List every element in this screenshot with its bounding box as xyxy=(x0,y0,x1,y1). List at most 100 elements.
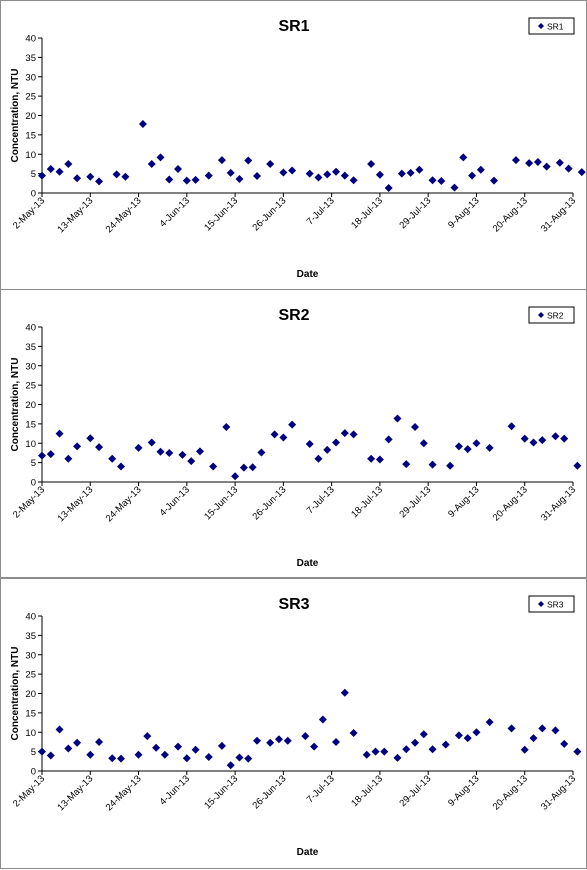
data-point xyxy=(217,156,226,165)
data-point xyxy=(288,420,297,429)
data-point xyxy=(375,455,384,464)
data-point xyxy=(121,172,130,181)
data-point xyxy=(459,153,468,162)
y-tick-label: 0 xyxy=(31,767,36,778)
data-point xyxy=(468,171,477,180)
y-tick-label: 10 xyxy=(25,150,36,161)
y-tick-label: 40 xyxy=(25,612,36,623)
x-tick-label: 20-Aug-13 xyxy=(491,773,530,812)
data-point xyxy=(305,169,314,178)
data-point xyxy=(235,753,244,762)
data-point xyxy=(134,750,143,759)
legend-marker-icon xyxy=(538,601,544,607)
x-tick-label: 31-Aug-13 xyxy=(539,484,578,523)
chart-panel-sr2: SR2 Concentration, NTU Date 0 5 10 15 20 25 30 35 4… xyxy=(0,289,587,578)
x-tick-label: 7-Jul-13 xyxy=(305,195,337,227)
data-point xyxy=(573,461,582,470)
data-point xyxy=(55,429,64,438)
data-point xyxy=(266,159,275,168)
y-tick-label: 5 xyxy=(31,747,36,758)
data-point xyxy=(428,176,437,185)
y-tick-label: 10 xyxy=(25,439,36,450)
x-tick-label: 31-Aug-13 xyxy=(539,773,578,812)
legend-box xyxy=(528,17,575,35)
x-tick-label: 18-Jul-13 xyxy=(349,773,385,809)
data-point xyxy=(463,734,472,743)
data-point xyxy=(472,728,481,737)
x-tick-label: 24-May-13 xyxy=(104,773,144,813)
x-tick-label: 29-Jul-13 xyxy=(398,195,434,231)
data-point xyxy=(134,443,143,452)
data-point xyxy=(187,457,196,466)
data-point xyxy=(204,753,213,762)
data-point xyxy=(529,438,538,447)
data-point xyxy=(38,747,46,756)
data-point xyxy=(332,438,341,447)
x-tick-label: 13-May-13 xyxy=(55,195,95,235)
data-point xyxy=(226,168,235,177)
chart-panel-sr3: SR3 Concentration, NTU Date 0 5 10 15 20 25 30 35 4… xyxy=(0,578,587,869)
x-tick-label: 2-May-13 xyxy=(11,773,47,809)
data-point xyxy=(253,736,262,745)
data-point xyxy=(195,447,204,456)
data-point xyxy=(318,715,327,724)
x-axis-label: Date xyxy=(297,847,319,858)
data-point xyxy=(560,434,569,443)
data-point xyxy=(415,165,424,174)
data-point xyxy=(507,422,516,431)
x-tick-label: 24-May-13 xyxy=(104,195,144,235)
y-tick-label: 25 xyxy=(25,92,36,103)
data-point xyxy=(375,170,384,179)
x-tick-label: 20-Aug-13 xyxy=(491,484,530,523)
chart-sr2: SR2 Concentration, NTU Date 0 5 10 15 20 25 30 35 4… xyxy=(10,306,582,569)
y-tick-label: 15 xyxy=(25,130,36,141)
data-point xyxy=(310,742,319,751)
y-axis-label: Concentration, NTU xyxy=(10,647,21,741)
data-point xyxy=(402,745,411,754)
data-point xyxy=(274,735,283,744)
data-point xyxy=(204,171,213,180)
data-point xyxy=(564,164,573,173)
data-point xyxy=(450,183,459,192)
data-point xyxy=(108,454,117,463)
data-point xyxy=(340,171,349,180)
data-point xyxy=(551,726,560,735)
data-point xyxy=(174,742,183,751)
x-tick-label: 29-Jul-13 xyxy=(398,773,434,809)
data-point xyxy=(323,170,332,179)
data-point xyxy=(288,166,297,175)
data-point xyxy=(428,460,437,469)
y-tick-label: 0 xyxy=(31,478,36,489)
legend-box xyxy=(528,595,575,613)
data-point xyxy=(46,164,55,173)
x-tick-label: 15-Jun-13 xyxy=(202,773,240,811)
x-tick-label: 2-May-13 xyxy=(11,484,47,520)
x-tick-label: 4-Jun-13 xyxy=(158,195,192,229)
data-point xyxy=(349,176,358,185)
x-tick-label: 2-May-13 xyxy=(11,195,47,231)
data-point xyxy=(314,454,323,463)
data-point xyxy=(454,442,463,451)
data-point xyxy=(340,429,349,438)
data-point xyxy=(279,433,288,442)
data-point xyxy=(340,688,349,697)
data-point xyxy=(555,158,564,167)
data-point xyxy=(244,156,253,165)
data-point xyxy=(266,738,275,747)
data-point xyxy=(147,438,156,447)
x-tick-label: 15-Jun-13 xyxy=(202,195,240,233)
y-tick-label: 35 xyxy=(25,53,36,64)
data-point xyxy=(533,158,542,166)
data-point xyxy=(573,747,582,756)
data-point xyxy=(138,120,147,129)
y-tick-label: 10 xyxy=(25,728,36,739)
data-point xyxy=(95,443,104,452)
data-point xyxy=(55,167,64,176)
data-point xyxy=(191,745,200,754)
data-point xyxy=(520,745,529,754)
data-point xyxy=(257,448,266,457)
data-point xyxy=(73,174,82,183)
data-point xyxy=(384,435,393,444)
data-point xyxy=(235,175,244,184)
data-point xyxy=(182,754,191,763)
